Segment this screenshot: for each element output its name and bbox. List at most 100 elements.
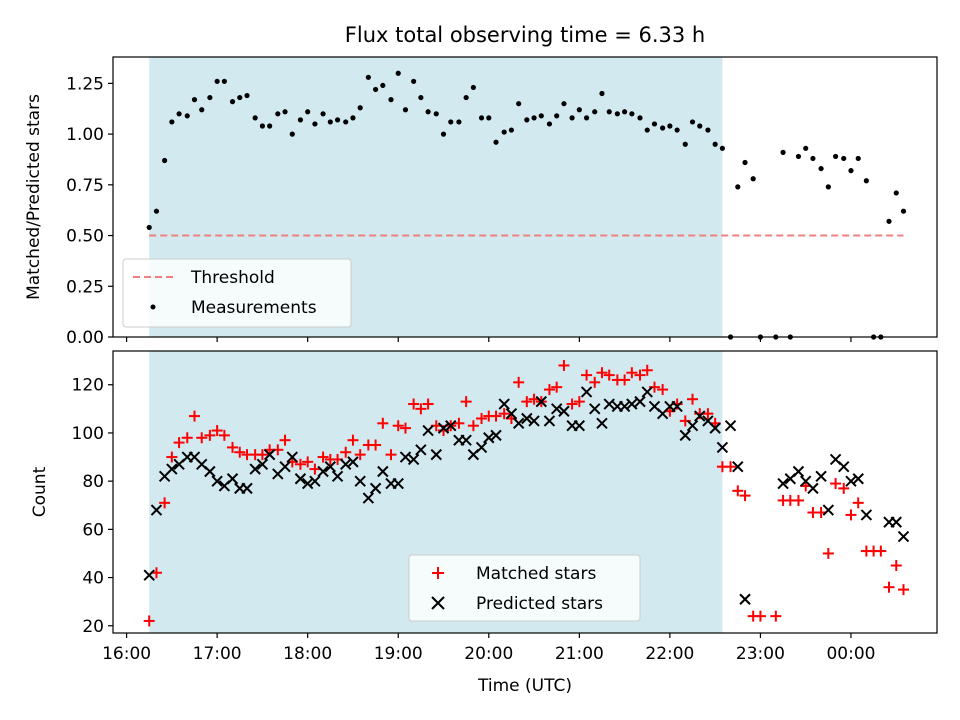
measurement-point bbox=[411, 78, 417, 84]
y-tick-label: 80 bbox=[82, 472, 104, 492]
predicted-star-point bbox=[347, 456, 359, 468]
predicted-star-point bbox=[618, 400, 631, 413]
predicted-star-stroke-b bbox=[807, 482, 819, 495]
predicted-star-point bbox=[422, 424, 434, 437]
predicted-star-stroke-b bbox=[294, 473, 307, 485]
measurement-point bbox=[199, 107, 205, 113]
measurement-point bbox=[719, 145, 725, 151]
predicted-star-point bbox=[505, 407, 518, 420]
matched-star-point bbox=[354, 449, 366, 461]
matched-star-point bbox=[551, 381, 563, 393]
matched-star-point bbox=[558, 359, 570, 371]
measurement-point bbox=[162, 157, 168, 164]
matched-star-point bbox=[596, 367, 608, 379]
predicted-star-stroke-b bbox=[603, 398, 615, 410]
measurement-point bbox=[750, 176, 756, 182]
predicted-star-point bbox=[483, 432, 495, 444]
measurement-point bbox=[456, 119, 462, 125]
matched-star-point bbox=[897, 584, 909, 596]
y-tick-label: 100 bbox=[72, 424, 104, 444]
predicted-star-stroke-b bbox=[897, 530, 910, 543]
predicted-star-point bbox=[694, 410, 706, 422]
measurement-point bbox=[825, 184, 831, 190]
predicted-star-point bbox=[573, 420, 586, 432]
predicted-star-stroke-b bbox=[573, 420, 586, 432]
predicted-star-stroke-b bbox=[354, 475, 366, 487]
measurement-point bbox=[214, 78, 220, 84]
matched-star-point bbox=[166, 451, 178, 463]
predicted-star-stroke-b bbox=[188, 451, 201, 463]
measurement-point bbox=[169, 119, 175, 125]
predicted-star-point bbox=[354, 475, 366, 487]
ratio-y-axis: 0.00 0.25 0.50 0.75 1.00 1.25 bbox=[66, 74, 113, 348]
measurement-point bbox=[583, 115, 590, 121]
measurement-point bbox=[818, 165, 824, 172]
y-tick-label: 1.00 bbox=[66, 125, 104, 145]
ratio-panel: 0.00 0.25 0.50 0.75 1.00 1.25 Matched/Predict… bbox=[24, 56, 938, 348]
legend-predicted-label: Predicted stars bbox=[476, 594, 603, 614]
x-tick-label: 17:00 bbox=[193, 644, 242, 664]
predicted-star-point bbox=[324, 460, 337, 473]
measurement-point bbox=[848, 168, 854, 174]
measurement-point bbox=[433, 111, 439, 117]
predicted-star-stroke-b bbox=[618, 400, 631, 413]
matched-star-point bbox=[845, 509, 857, 521]
predicted-star-stroke-b bbox=[679, 429, 691, 442]
predicted-star-stroke-b bbox=[852, 473, 864, 485]
measurement-point bbox=[463, 94, 469, 101]
predicted-star-stroke-b bbox=[543, 415, 556, 427]
matched-star-point bbox=[256, 449, 268, 461]
measurement-point bbox=[357, 105, 363, 111]
measurement-point bbox=[305, 109, 311, 115]
measurement-point bbox=[275, 111, 281, 117]
predicted-star-stroke-b bbox=[792, 465, 805, 478]
count-y-axis: 20 40 60 80 100 120 bbox=[72, 376, 113, 637]
matched-star-point bbox=[566, 398, 578, 410]
predicted-star-point bbox=[580, 386, 593, 398]
predicted-star-stroke-b bbox=[709, 422, 721, 434]
measurement-point bbox=[402, 107, 409, 113]
measurement-point bbox=[863, 178, 869, 184]
measurement-point bbox=[667, 123, 673, 129]
predicted-star-point bbox=[241, 482, 253, 495]
matched-star-point bbox=[490, 410, 502, 422]
matched-star-point bbox=[641, 364, 653, 376]
predicted-star-stroke-b bbox=[550, 403, 563, 415]
predicted-star-stroke-b bbox=[430, 448, 442, 461]
matched-star-point bbox=[657, 384, 669, 396]
measurement-point bbox=[395, 70, 401, 76]
predicted-star-stroke-b bbox=[301, 477, 314, 490]
predicted-star-point bbox=[679, 429, 691, 442]
ratio-panel-frame bbox=[112, 56, 938, 338]
predicted-star-stroke-b bbox=[724, 420, 737, 432]
predicted-star-stroke-b bbox=[166, 463, 178, 475]
measurement-point bbox=[893, 190, 899, 196]
measurement-point bbox=[146, 224, 152, 231]
x-tick-label: 20:00 bbox=[464, 644, 513, 664]
matched-star-point bbox=[513, 376, 525, 388]
predicted-star-point bbox=[739, 593, 751, 605]
predicted-star-point bbox=[249, 463, 261, 475]
measurement-point bbox=[606, 109, 612, 115]
y-tick-label: 0.50 bbox=[66, 227, 104, 247]
predicted-star-stroke-b bbox=[845, 475, 857, 487]
predicted-star-stroke-b bbox=[535, 395, 548, 408]
measurement-point bbox=[742, 159, 748, 166]
predicted-star-point bbox=[331, 470, 344, 483]
ratio-x-tick-marks bbox=[125, 337, 852, 342]
measurement-point bbox=[712, 141, 718, 147]
matched-star-point bbox=[589, 376, 601, 388]
matched-star-point bbox=[347, 434, 359, 446]
matched-star-point bbox=[453, 417, 465, 429]
measurement-point bbox=[343, 119, 349, 125]
predicted-star-stroke-b bbox=[671, 400, 683, 413]
predicted-star-stroke-b bbox=[407, 453, 420, 466]
measurement-point bbox=[486, 115, 492, 121]
measurement-point bbox=[524, 117, 530, 123]
measurement-point bbox=[289, 131, 295, 137]
predicted-star-point bbox=[897, 530, 910, 543]
predicted-star-stroke-b bbox=[445, 420, 457, 432]
predicted-star-stroke-b bbox=[634, 395, 646, 408]
measurement-point bbox=[221, 78, 227, 84]
